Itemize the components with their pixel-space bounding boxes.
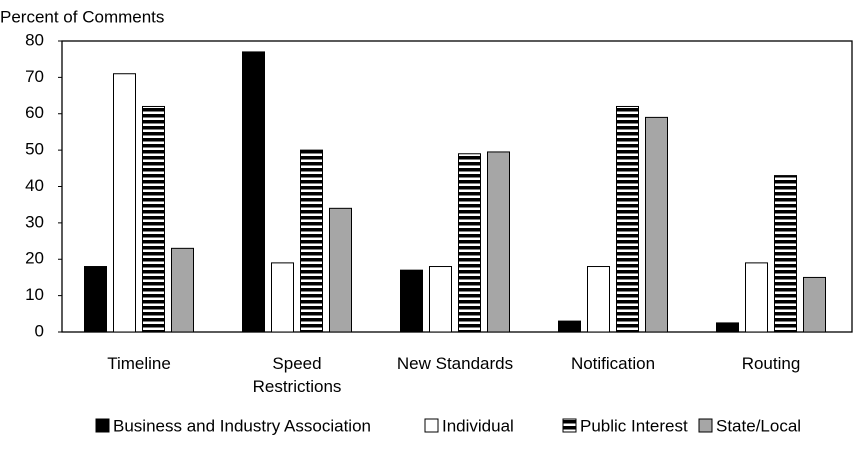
- y-axis-label: Percent of Comments: [0, 7, 164, 26]
- bar: [300, 149, 323, 333]
- bar: [645, 116, 668, 333]
- bar: [142, 105, 165, 333]
- legend-label: Business and Industry Association: [113, 416, 371, 435]
- y-tick-label: 50: [25, 140, 44, 159]
- x-tick-label: Timeline: [107, 354, 171, 373]
- bar: [587, 266, 610, 333]
- y-tick-label: 60: [25, 103, 44, 122]
- bar: [329, 207, 352, 333]
- bar: [429, 266, 452, 333]
- bar: [400, 269, 423, 333]
- x-tick-label: Notification: [570, 354, 656, 373]
- bar: [716, 322, 739, 333]
- legend-swatch: [562, 418, 577, 433]
- bar: [558, 320, 581, 333]
- x-tick-label: New Standards: [396, 354, 514, 373]
- bar: [745, 262, 768, 333]
- bar: [458, 153, 481, 333]
- bar: [242, 51, 265, 333]
- y-tick-label: 40: [25, 176, 44, 195]
- y-tick-label: 30: [25, 212, 44, 231]
- bar: [803, 276, 826, 333]
- bar: [774, 175, 797, 333]
- legend-label: Public Interest: [580, 416, 688, 435]
- bar: [616, 105, 639, 333]
- y-tick-label: 10: [25, 285, 44, 304]
- x-tick-label: Routing: [741, 354, 801, 373]
- legend-label: State/Local: [716, 416, 801, 435]
- bar: [171, 247, 194, 333]
- y-tick-label: 0: [35, 321, 44, 340]
- legend-swatch: [424, 418, 439, 433]
- x-tick-label: Speed Restrictions: [252, 354, 342, 396]
- y-tick-label: 20: [25, 249, 44, 268]
- bar: [84, 266, 107, 333]
- bar: [271, 262, 294, 333]
- bar: [113, 73, 136, 333]
- y-tick-label: 70: [25, 67, 44, 86]
- legend-swatch: [698, 418, 713, 433]
- y-tick-label: 80: [25, 30, 44, 49]
- bar: [487, 151, 510, 333]
- legend-label: Individual: [442, 416, 514, 435]
- legend-swatch: [95, 418, 110, 433]
